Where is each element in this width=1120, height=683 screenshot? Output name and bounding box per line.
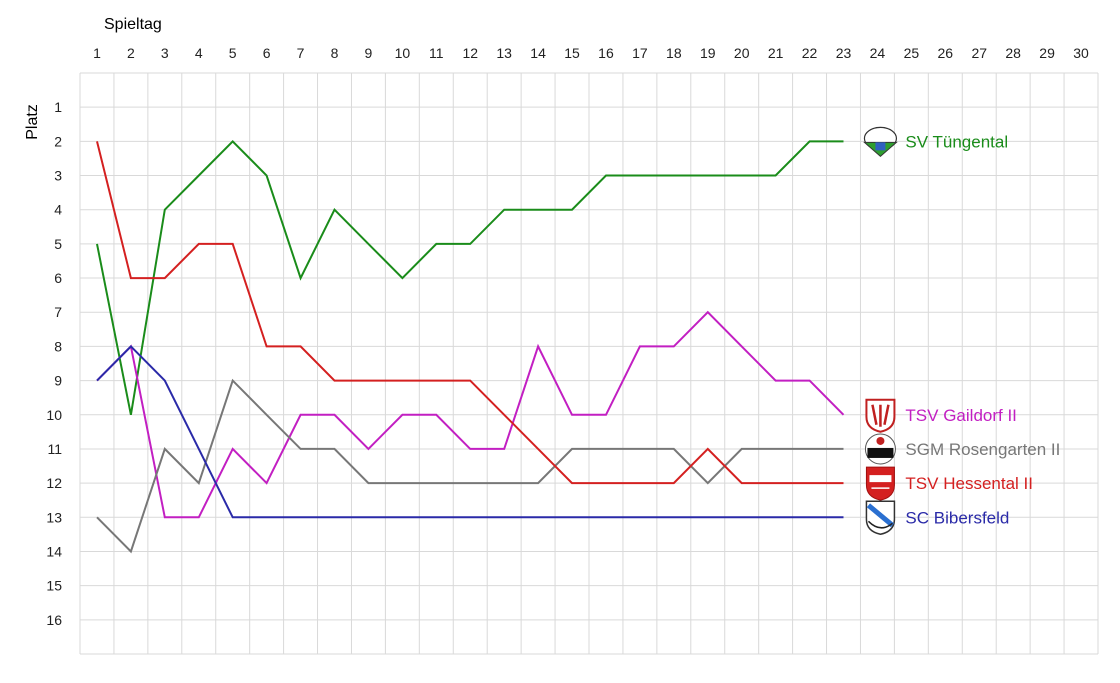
series-line: [96, 139, 844, 415]
y-tick-label: 12: [46, 475, 62, 491]
team-label: TSV Gaildorf II: [905, 406, 1016, 425]
y-tick-label: 16: [46, 612, 62, 628]
series-line: [96, 310, 845, 519]
x-tick-label: 12: [462, 45, 478, 61]
x-tick-label: 7: [297, 45, 305, 61]
x-tick-label: 16: [598, 45, 614, 61]
team-label: SGM Rosengarten II: [905, 440, 1060, 459]
x-tick-label: 25: [904, 45, 920, 61]
x-tick-label: 8: [331, 45, 339, 61]
x-tick-label: 2: [127, 45, 135, 61]
team-label: SV Tüngental: [905, 132, 1008, 151]
x-axis-title: Spieltag: [104, 16, 162, 33]
x-tick-label: 5: [229, 45, 237, 61]
tsv-gaildorf-crest-icon: [865, 398, 896, 433]
y-tick-label: 3: [54, 168, 62, 184]
x-tick-label: 10: [395, 45, 411, 61]
y-tick-label: 2: [54, 133, 62, 149]
x-tick-label: 29: [1039, 45, 1055, 61]
y-tick-label: 13: [46, 509, 62, 525]
x-tick-label: 11: [429, 45, 444, 61]
x-tick-label: 18: [666, 45, 682, 61]
series-line: [96, 141, 844, 485]
x-tick-label: 22: [802, 45, 818, 61]
y-tick-label: 5: [54, 236, 62, 252]
series-lines: [96, 139, 845, 554]
x-tick-label: 6: [263, 45, 271, 61]
x-tick-label: 20: [734, 45, 750, 61]
x-tick-label: 3: [161, 45, 169, 61]
series-line: [96, 378, 844, 554]
x-tick-label: 28: [1005, 45, 1021, 61]
team-label: TSV Hessental II: [905, 474, 1033, 493]
x-tick-label: 24: [870, 45, 886, 61]
y-tick-label: 6: [54, 270, 62, 286]
x-tick-label: 1: [93, 45, 101, 61]
x-tick-label: 14: [530, 45, 546, 61]
y-tick-label: 7: [54, 304, 62, 320]
y-tick-label: 8: [54, 338, 62, 354]
x-tick-label: 26: [938, 45, 954, 61]
team-labels: SV Tüngental TSV Gaildorf II SGM Rosengart…: [863, 126, 1060, 536]
x-tick-label: 15: [564, 45, 580, 61]
tsv-hessental-crest-icon: [865, 466, 895, 501]
x-tick-label: 9: [365, 45, 373, 61]
x-tick-label: 13: [496, 45, 512, 61]
x-tick-label: 30: [1073, 45, 1089, 61]
x-tick-label: 17: [632, 45, 648, 61]
y-axis-title: Platz: [24, 104, 41, 140]
y-tick-label: 9: [54, 373, 62, 389]
team-label: SC Bibersfeld: [905, 508, 1009, 527]
y-tick-label: 1: [54, 99, 62, 115]
y-tick-label: 14: [46, 543, 62, 559]
sc-bibersfeld-crest-icon: [865, 500, 896, 536]
series-line: [96, 344, 844, 519]
x-tick-label: 21: [768, 45, 784, 61]
y-tick-label: 4: [54, 202, 62, 218]
x-tick-label: 23: [836, 45, 852, 61]
chart-grid: [79, 72, 1099, 655]
sgm-rosengarten-crest-icon: [864, 433, 896, 465]
y-tick-label: 11: [47, 441, 62, 457]
x-axis-ticks: 1 2 3 4 5 6 7 8 9 10 11 12 13 14 15 16 17 18 19 20 21 22 23 24 2…: [93, 45, 1089, 61]
y-tick-label: 15: [46, 578, 62, 594]
x-tick-label: 27: [971, 45, 987, 61]
y-tick-label: 10: [46, 407, 62, 423]
sv-tuengental-crest-icon: [863, 126, 898, 158]
x-tick-label: 19: [700, 45, 716, 61]
x-tick-label: 4: [195, 45, 203, 61]
